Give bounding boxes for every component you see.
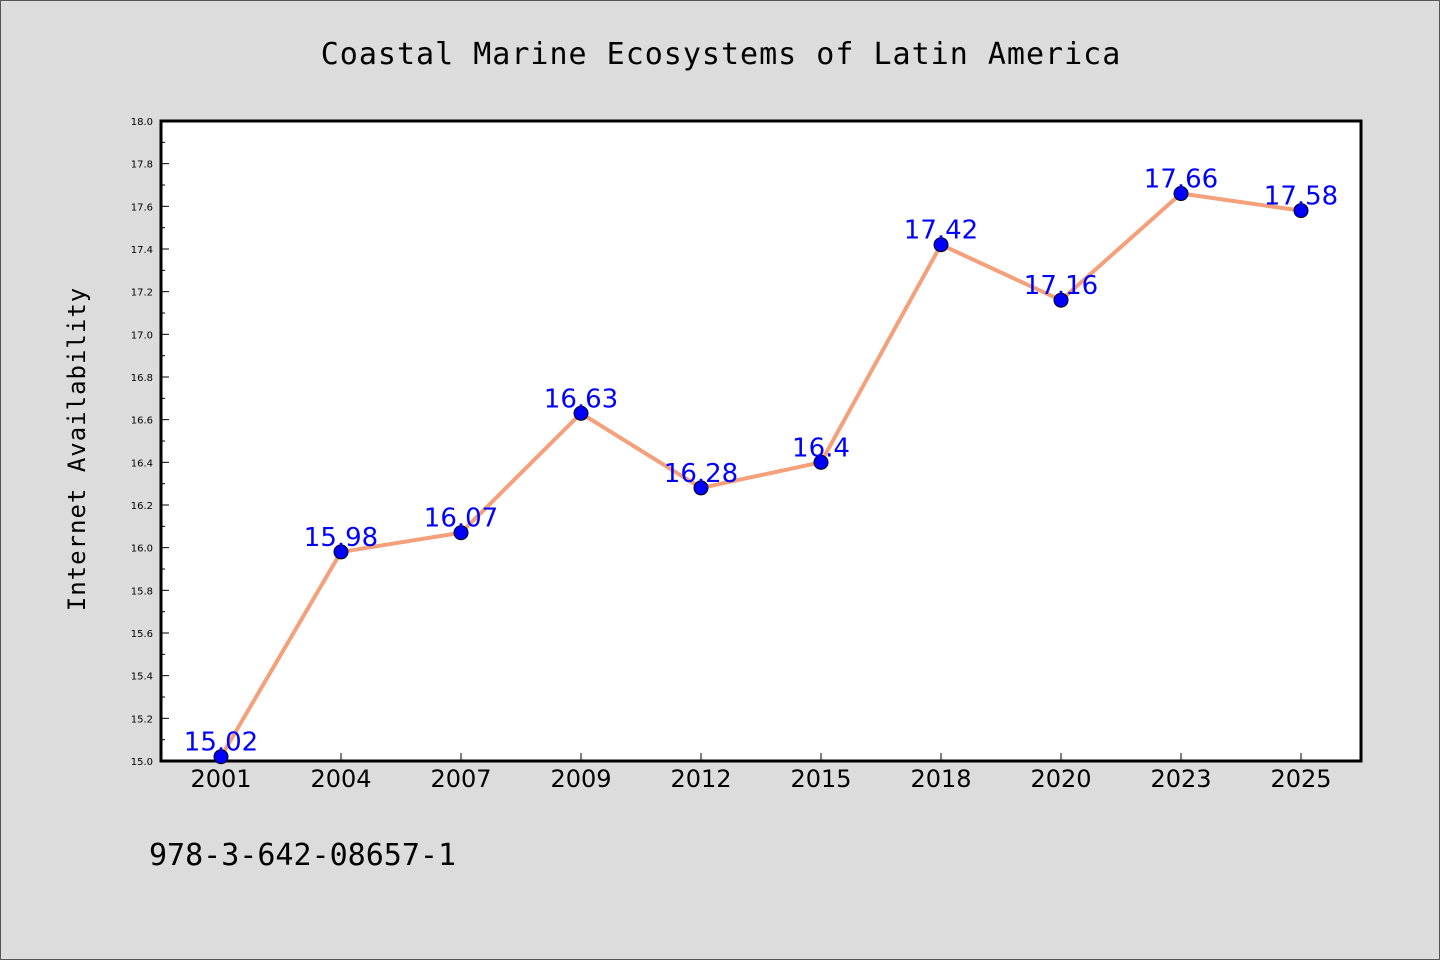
data-point (1053, 292, 1069, 308)
y-tick-label: 16.8 (131, 373, 153, 384)
y-tick-label: 17.8 (131, 160, 153, 171)
data-label: 17.42 (904, 216, 978, 246)
y-tick-label: 15.6 (131, 629, 153, 640)
y-tick-label: 16.4 (131, 458, 153, 469)
x-tick-label: 2004 (310, 765, 371, 793)
data-point (1293, 203, 1309, 219)
y-tick-label: 16.0 (131, 544, 153, 555)
data-point (1173, 186, 1189, 202)
y-tick-label: 16.2 (131, 501, 153, 512)
x-tick-label: 2009 (550, 765, 611, 793)
series-layer (213, 186, 1309, 765)
x-tick-label: 2018 (910, 765, 971, 793)
y-tick-label: 15.2 (131, 714, 153, 725)
series-line (219, 191, 1302, 758)
x-axis: 2001 2004 2007 2009 2012 2015 2018 2020 2023 2025 (190, 753, 1332, 793)
footer-identifier: 978-3-642-08657-1 (149, 838, 456, 873)
data-label: 17.58 (1264, 182, 1338, 212)
y-tick-label: 15.0 (131, 757, 153, 768)
data-label: 16.28 (664, 459, 738, 489)
data-label: 16.4 (792, 433, 850, 463)
y-tick-label: 17.0 (131, 330, 153, 341)
data-point (573, 405, 589, 421)
x-tick-label: 2001 (190, 765, 251, 793)
x-tick-label: 2012 (670, 765, 731, 793)
y-tick-label: 17.4 (131, 245, 153, 256)
x-tick-label: 2020 (1030, 765, 1091, 793)
x-tick-label: 2015 (790, 765, 851, 793)
x-tick-label: 2023 (1150, 765, 1211, 793)
x-tick-label: 2007 (430, 765, 491, 793)
data-label: 15.98 (304, 523, 378, 553)
data-label: 15.02 (184, 728, 258, 758)
data-point (933, 237, 949, 253)
chart-title: Coastal Marine Ecosystems of Latin Ameri… (321, 37, 1122, 72)
data-point (453, 525, 469, 541)
data-label: 17.16 (1024, 271, 1098, 301)
data-point (333, 544, 349, 560)
y-axis: 15.0 15.2 15.4 15.6 15.8 16.0 16.2 16.4 16.6 16.8… (131, 117, 169, 768)
data-labels: 15.02 15.98 16.07 16.63 16.28 16.4 17.42 17.16 1… (184, 165, 1338, 758)
y-tick-label: 15.4 (131, 672, 153, 683)
data-label: 16.07 (424, 504, 498, 534)
y-tick-label: 15.8 (131, 586, 153, 597)
x-tick-label: 2025 (1270, 765, 1331, 793)
data-point (213, 749, 229, 765)
plot-area (159, 119, 1363, 763)
y-tick-label: 17.6 (131, 202, 153, 213)
data-point (693, 480, 709, 496)
data-label: 17.66 (1144, 165, 1218, 195)
y-tick-label: 16.6 (131, 416, 153, 427)
data-point (813, 454, 829, 470)
y-tick-label: 18.0 (131, 117, 153, 128)
y-axis-label: Internet Availability (63, 287, 91, 611)
y-tick-label: 17.2 (131, 288, 153, 299)
data-label: 16.63 (544, 384, 618, 414)
